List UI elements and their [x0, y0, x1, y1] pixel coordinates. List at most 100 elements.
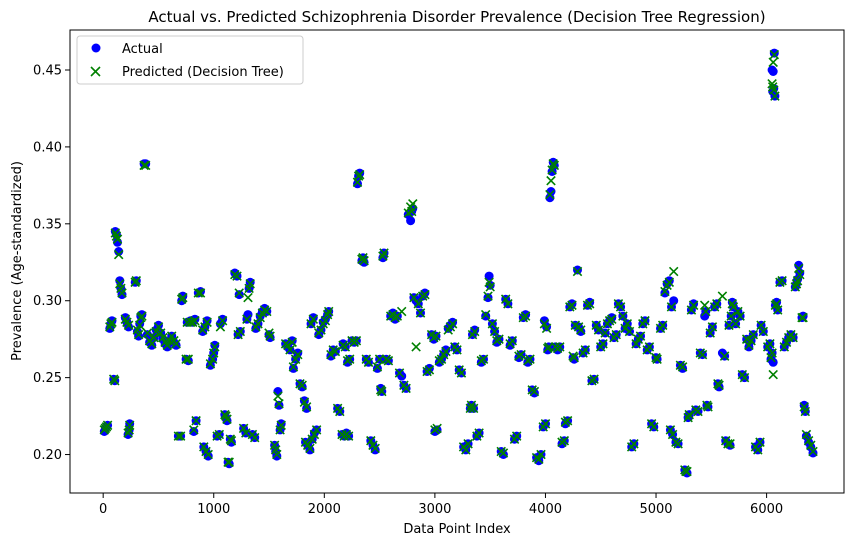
predicted-point — [746, 335, 756, 346]
actual-point — [171, 340, 181, 350]
predicted-point — [712, 299, 722, 309]
predicted-point — [540, 419, 551, 429]
predicted-point — [351, 335, 362, 346]
predicted-point — [139, 160, 149, 171]
predicted-point — [494, 334, 504, 344]
predicted-point — [525, 354, 535, 364]
plot-frame — [69, 29, 845, 494]
predicted-point — [598, 339, 608, 349]
predicted-point — [297, 380, 307, 391]
predicted-point — [199, 442, 209, 452]
y-tick-label: 0.40 — [33, 140, 62, 155]
predicted-point — [660, 286, 670, 297]
predicted-point — [576, 325, 586, 335]
predicted-point — [431, 331, 441, 341]
predicted-point — [545, 189, 555, 200]
predicted-point — [354, 169, 365, 180]
predicted-point — [777, 275, 787, 286]
x-tick-label: 0 — [99, 502, 107, 517]
predicted-point — [178, 292, 188, 303]
actual-point — [573, 265, 582, 275]
predicted-point — [290, 354, 301, 364]
predicted-point — [153, 322, 164, 332]
predicted-point — [117, 288, 127, 298]
predicted-point — [205, 359, 216, 369]
predicted-point — [226, 435, 237, 446]
predicted-point — [221, 411, 231, 421]
predicted-point — [181, 354, 191, 364]
predicted-point — [767, 348, 777, 358]
predicted-point — [469, 326, 480, 337]
actual-point — [218, 314, 228, 324]
predicted-point — [195, 288, 206, 298]
predicted-point — [541, 323, 552, 334]
x-tick-label: 4000 — [529, 502, 562, 517]
actual-point — [794, 260, 804, 270]
legend-predicted-marker — [90, 66, 101, 77]
predicted-point — [102, 420, 113, 431]
plot-area — [69, 29, 845, 494]
predicted-point — [273, 391, 283, 401]
predicted-point — [800, 406, 811, 417]
predicted-point — [301, 402, 312, 412]
y-tick-label: 0.25 — [33, 371, 62, 386]
predicted-point — [572, 266, 583, 277]
predicted-point — [591, 320, 602, 331]
actual-point — [154, 320, 163, 330]
predicted-point — [107, 317, 117, 328]
predicted-point — [175, 431, 186, 441]
predicted-point — [735, 311, 745, 321]
predicted-point — [335, 406, 345, 417]
actual-point — [808, 448, 818, 458]
predicted-point — [210, 342, 220, 352]
predicted-point — [607, 314, 617, 324]
predicted-point — [124, 420, 135, 431]
actual-point — [288, 363, 298, 373]
predicted-point — [727, 299, 738, 309]
predicted-point — [456, 368, 467, 378]
predicted-point — [611, 329, 621, 340]
predicted-point — [725, 439, 735, 449]
predicted-point — [600, 328, 610, 338]
predicted-point — [801, 429, 812, 440]
predicted-point — [781, 337, 792, 348]
predicted-point — [649, 422, 659, 432]
predicted-point — [620, 323, 630, 334]
predicted-point — [377, 386, 387, 397]
predicted-point — [447, 319, 458, 329]
predicted-point — [769, 49, 780, 60]
legend-predicted-label: Predicted (Decision Tree) — [122, 65, 284, 80]
predicted-point — [308, 314, 319, 324]
predicted-point — [133, 329, 144, 340]
predicted-point — [629, 439, 639, 449]
predicted-point — [688, 300, 699, 311]
actual-point — [441, 345, 451, 355]
predicted-point — [415, 308, 426, 318]
predicted-point — [686, 305, 697, 315]
predicted-point — [631, 339, 641, 349]
predicted-point — [664, 277, 675, 288]
predicted-point — [701, 306, 711, 317]
predicted-point — [768, 57, 778, 68]
predicted-point — [468, 403, 479, 414]
predicted-point — [359, 255, 369, 266]
predicted-point — [299, 397, 310, 407]
predicted-point — [534, 454, 544, 464]
predicted-point — [507, 335, 518, 346]
predicted-point — [539, 319, 550, 329]
x-tick-label: 5000 — [639, 502, 672, 517]
predicted-point — [791, 279, 802, 289]
predicted-point — [511, 431, 522, 441]
legend-box — [76, 35, 304, 85]
predicted-point — [276, 420, 286, 431]
actual-point — [274, 400, 284, 410]
predicted-point — [265, 331, 275, 341]
predicted-point — [330, 346, 341, 357]
predicted-point — [792, 275, 803, 286]
predicted-point — [379, 248, 389, 258]
actual-point — [432, 425, 442, 435]
predicted-point — [222, 414, 232, 424]
actual-point — [189, 427, 199, 436]
predicted-point — [288, 362, 299, 372]
predicted-point — [166, 331, 177, 341]
